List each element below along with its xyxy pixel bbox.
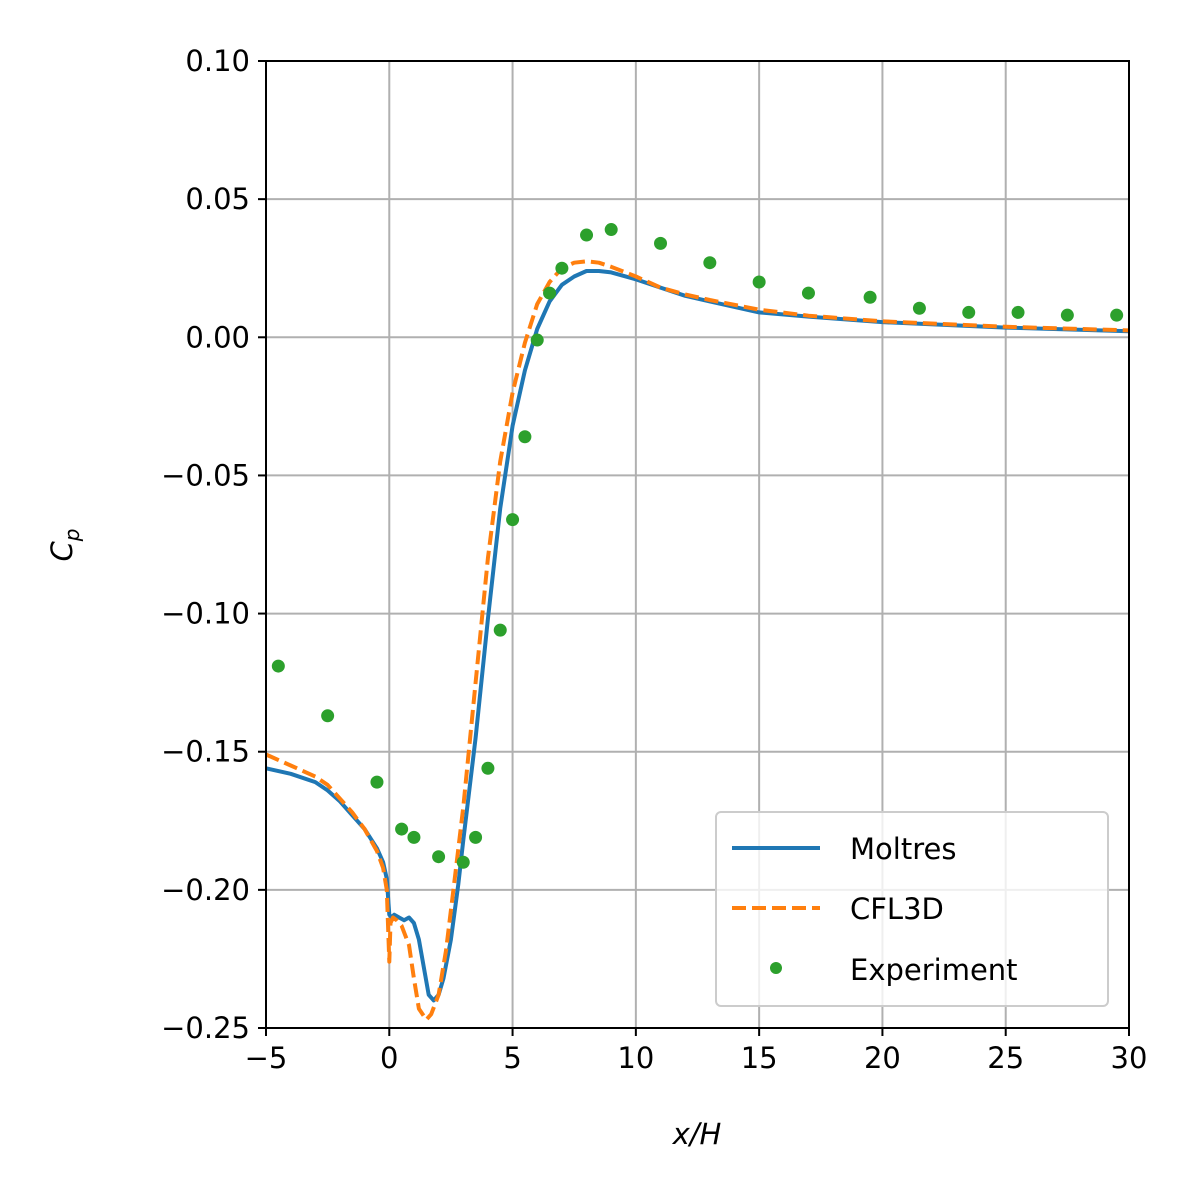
- data-point-experiment: [518, 430, 532, 444]
- y-tick-label: 0.05: [185, 182, 250, 216]
- data-point-experiment: [271, 659, 285, 673]
- data-point-experiment: [506, 513, 520, 527]
- data-point-experiment: [543, 286, 557, 300]
- data-point-experiment: [962, 305, 976, 319]
- data-point-experiment: [530, 333, 544, 347]
- y-axis-label: Cp: [45, 529, 84, 562]
- legend: Moltres CFL3D Experiment: [715, 811, 1109, 1007]
- series-line-cfl3d: [265, 259, 1130, 1022]
- x-tick-label: 30: [1111, 1041, 1148, 1075]
- y-axis-label-main: C: [45, 540, 79, 561]
- data-point-experiment: [432, 850, 446, 864]
- data-point-experiment: [752, 275, 766, 289]
- x-tick-label: 10: [617, 1041, 654, 1075]
- y-tick-label: −0.05: [161, 458, 250, 492]
- x-axis-label: x/H: [672, 1117, 722, 1151]
- axes-frame: [265, 60, 1130, 1029]
- data-point-experiment: [912, 301, 926, 315]
- data-point-experiment: [321, 709, 335, 723]
- data-point-experiment: [1011, 305, 1025, 319]
- x-tick-label: 0: [380, 1041, 398, 1075]
- legend-label-cfl3d: CFL3D: [850, 892, 944, 926]
- x-tick-label: −5: [245, 1041, 288, 1075]
- series-layer: [265, 223, 1130, 1022]
- data-point-experiment: [654, 236, 668, 250]
- data-point-experiment: [493, 623, 507, 637]
- data-point-experiment: [863, 290, 877, 304]
- legend-box: [715, 811, 1109, 1007]
- y-tick-label: −0.15: [161, 735, 250, 769]
- series-line-moltres: [265, 269, 1130, 1003]
- x-tick-label: 25: [987, 1041, 1024, 1075]
- y-tick-label: −0.25: [161, 1011, 250, 1045]
- y-tick-label: 0.00: [185, 320, 250, 354]
- data-point-experiment: [456, 855, 470, 869]
- data-point-experiment: [801, 286, 815, 300]
- y-tick-label: 0.10: [185, 44, 250, 78]
- data-point-experiment: [580, 228, 594, 242]
- legend-handle-experiment: [770, 962, 782, 974]
- ticks: −5 0 5 10 15 20 25 30 −0.25 −0.20 −0.15 −0.10 −0.05 0…: [161, 44, 1147, 1075]
- x-tick-label: 15: [741, 1041, 778, 1075]
- legend-label-experiment: Experiment: [850, 953, 1018, 987]
- data-point-experiment: [1060, 308, 1074, 322]
- data-point-experiment: [370, 775, 384, 789]
- legend-label-moltres: Moltres: [850, 832, 956, 866]
- x-tick-label: 5: [503, 1041, 521, 1075]
- data-point-experiment: [469, 830, 483, 844]
- x-tick-label: 20: [864, 1041, 901, 1075]
- data-point-experiment: [703, 256, 717, 270]
- y-tick-label: −0.20: [161, 873, 250, 907]
- data-point-experiment: [481, 761, 495, 775]
- y-tick-label: −0.10: [161, 597, 250, 631]
- series-experiment: [271, 223, 1124, 869]
- data-point-experiment: [604, 223, 618, 237]
- data-point-experiment: [395, 822, 409, 836]
- data-point-experiment: [407, 830, 421, 844]
- data-point-experiment: [555, 261, 569, 275]
- y-axis-label-subscript: p: [60, 529, 84, 543]
- data-point-experiment: [1110, 308, 1124, 322]
